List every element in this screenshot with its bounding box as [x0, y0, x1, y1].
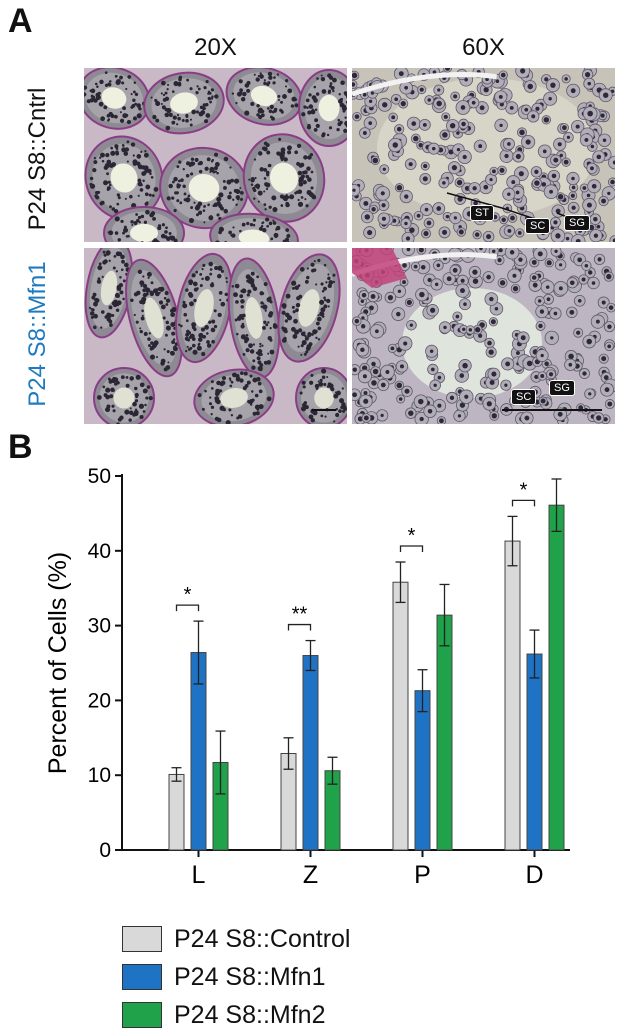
- x-tick-label: Z: [303, 861, 318, 889]
- micrograph-control-60x: ST SC SG: [352, 68, 615, 242]
- y-tick-label: 30: [88, 615, 111, 638]
- legend-item-control: P24 S8::Control: [122, 920, 351, 958]
- cell-tag-st: ST: [470, 205, 495, 221]
- significance-bracket: [175, 604, 200, 612]
- legend-swatch-mfn1: [122, 964, 162, 990]
- legend: P24 S8::Control P24 S8::Mfn1 P24 S8::Mfn…: [122, 920, 351, 1034]
- y-tick-label: 20: [88, 689, 111, 712]
- legend-item-mfn1: P24 S8::Mfn1: [122, 958, 351, 996]
- col-label-60x: 60X: [462, 34, 505, 61]
- significance-bracket: [287, 623, 312, 631]
- panel-b-letter: B: [8, 428, 33, 466]
- significance-marker: *: [520, 479, 528, 501]
- row-label-control: P24 S8::Cntrl: [24, 87, 51, 231]
- y-axis-label: Percent of Cells (%): [44, 552, 72, 774]
- cell-tag-sc-mfn1: SC: [511, 389, 537, 405]
- micrograph-control-20x: [84, 68, 347, 242]
- y-tick-label: 40: [88, 540, 111, 563]
- cell-tag-sg: SG: [564, 215, 590, 231]
- bar: [302, 655, 319, 851]
- row-label-mfn1: P24 S8::Mfn1: [24, 261, 51, 407]
- bar: [526, 653, 543, 851]
- bar: [548, 504, 565, 851]
- significance-bracket: [399, 545, 424, 553]
- y-tick-label: 0: [99, 839, 111, 862]
- bar: [414, 690, 431, 851]
- x-tick-label: L: [192, 861, 206, 889]
- bar-chart: Percent of Cells (%) 0 10 20 30 40 50 L * Z ** P * D *: [44, 465, 570, 889]
- micrograph-mfn1-20x: [84, 248, 347, 424]
- micrograph-mfn1-60x: SC SG: [352, 248, 615, 424]
- bar: [392, 581, 409, 851]
- y-tick-label: 10: [88, 764, 111, 787]
- legend-item-mfn2: P24 S8::Mfn2: [122, 996, 351, 1034]
- significance-marker: *: [184, 584, 192, 606]
- x-tick-label: P: [414, 861, 431, 889]
- legend-label-mfn1: P24 S8::Mfn1: [174, 962, 326, 991]
- legend-label-control: P24 S8::Control: [174, 924, 351, 953]
- col-label-20x: 20X: [194, 34, 237, 61]
- legend-swatch-control: [122, 926, 162, 952]
- legend-label-mfn2: P24 S8::Mfn2: [174, 1000, 326, 1029]
- y-tick-label: 50: [88, 465, 111, 488]
- cell-tag-sg-mfn1: SG: [549, 380, 575, 396]
- bar: [168, 773, 185, 851]
- panel-a-letter: A: [8, 2, 33, 40]
- legend-swatch-mfn2: [122, 1002, 162, 1028]
- significance-marker: **: [292, 604, 308, 626]
- significance-marker: *: [408, 525, 416, 547]
- significance-bracket: [511, 499, 536, 507]
- bar: [504, 540, 521, 851]
- x-tick-label: D: [525, 861, 543, 889]
- bar: [436, 614, 453, 851]
- cell-tag-sc: SC: [525, 218, 551, 234]
